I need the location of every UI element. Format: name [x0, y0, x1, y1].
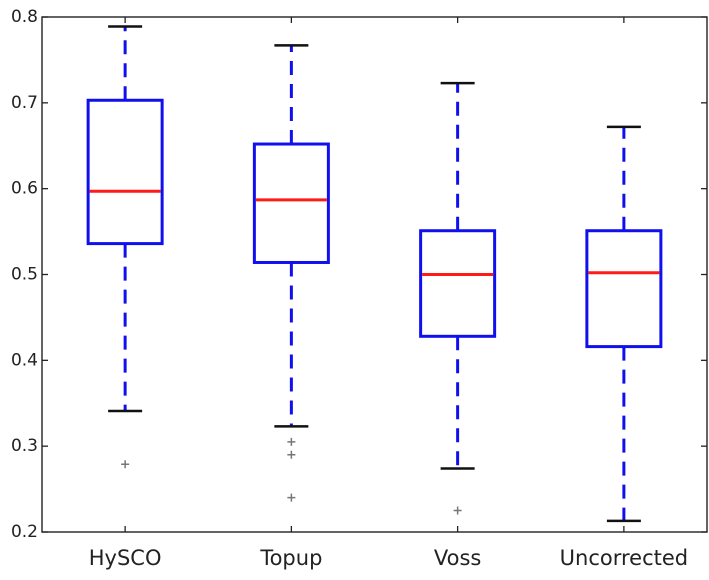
box-group — [86, 25, 164, 469]
x-category-label: Voss — [434, 546, 481, 570]
y-tick-label: 0.6 — [11, 179, 38, 199]
y-tick-label: 0.7 — [11, 93, 38, 113]
plot-marks — [86, 25, 663, 523]
x-category-label: Uncorrected — [560, 546, 688, 570]
iqr-box — [86, 98, 164, 246]
box-group — [252, 44, 330, 502]
x-axis: HySCO Topup Voss Uncorrected — [89, 17, 688, 570]
outlier-marker — [121, 460, 130, 469]
y-axis: 0.2 0.3 0.4 0.5 0.6 0.7 0.8 — [11, 7, 707, 542]
box-group — [419, 81, 497, 515]
y-tick-label: 0.8 — [11, 7, 38, 27]
x-category-label: Topup — [259, 546, 322, 570]
x-category-label: HySCO — [89, 546, 162, 570]
axes-frame — [41, 16, 708, 533]
outlier-marker — [287, 450, 296, 459]
iqr-box — [419, 229, 497, 338]
outlier-marker — [453, 506, 462, 515]
box-group — [585, 125, 663, 523]
y-tick-label: 0.4 — [11, 350, 38, 370]
iqr-box — [252, 142, 330, 264]
outlier-marker — [287, 437, 296, 446]
y-tick-label: 0.5 — [11, 265, 38, 285]
outlier-marker — [287, 493, 296, 502]
y-tick-label: 0.3 — [11, 436, 38, 456]
iqr-box — [585, 229, 663, 349]
y-tick-label: 0.2 — [11, 522, 38, 542]
